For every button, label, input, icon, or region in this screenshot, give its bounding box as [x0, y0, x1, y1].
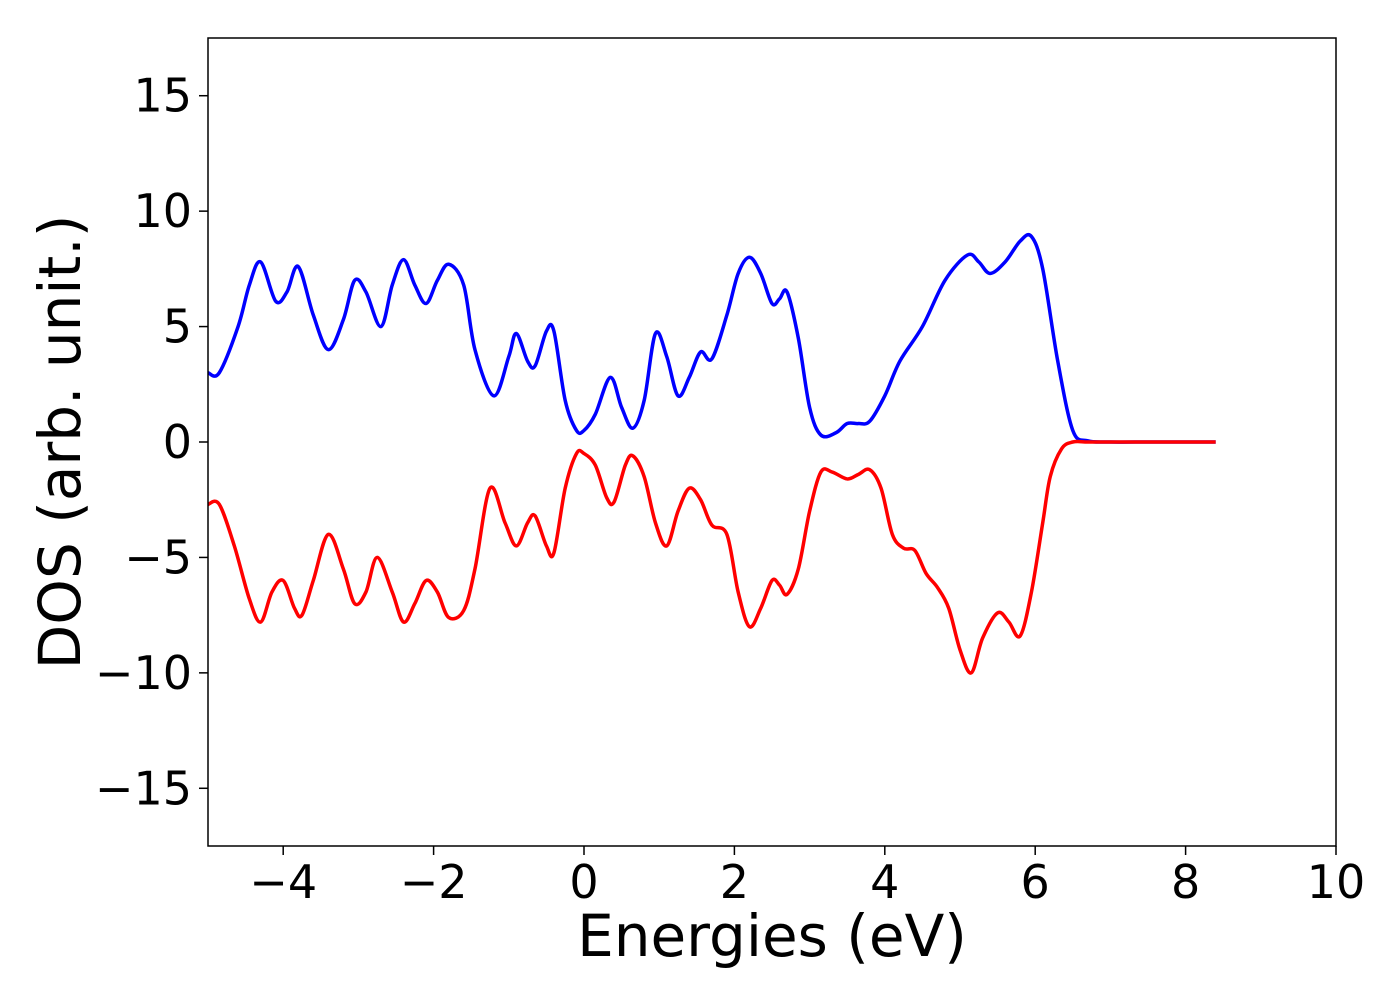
y-tick-label: 0	[163, 415, 192, 469]
x-tick-label: 2	[720, 855, 749, 909]
y-tick-label: 15	[133, 69, 192, 123]
y-tick-label: −10	[95, 646, 192, 700]
series-line-2	[207, 439, 1216, 675]
y-tick-label: −5	[124, 530, 192, 584]
x-tick-label: 10	[1307, 855, 1366, 909]
y-tick-label: −15	[95, 761, 192, 815]
x-tick-label: −4	[249, 855, 317, 909]
series-line-1	[207, 232, 1216, 444]
y-axis-ticks: 15 10 5 0 −5 −10 −15	[95, 69, 208, 815]
x-tick-label: 8	[1171, 855, 1200, 909]
x-tick-label: −2	[400, 855, 468, 909]
y-tick-label: 10	[133, 184, 192, 238]
x-tick-label: 6	[1021, 855, 1050, 909]
x-tick-label: 4	[870, 855, 899, 909]
y-tick-label: 5	[163, 300, 192, 354]
series-layer	[207, 232, 1216, 675]
x-axis-title: Energies (eV)	[577, 902, 967, 970]
x-tick-label: 0	[569, 855, 598, 909]
x-axis-ticks: −4 −2 0 2 4 6 8 10	[249, 846, 1365, 909]
y-axis-title: DOS (arb. unit.)	[26, 215, 94, 670]
